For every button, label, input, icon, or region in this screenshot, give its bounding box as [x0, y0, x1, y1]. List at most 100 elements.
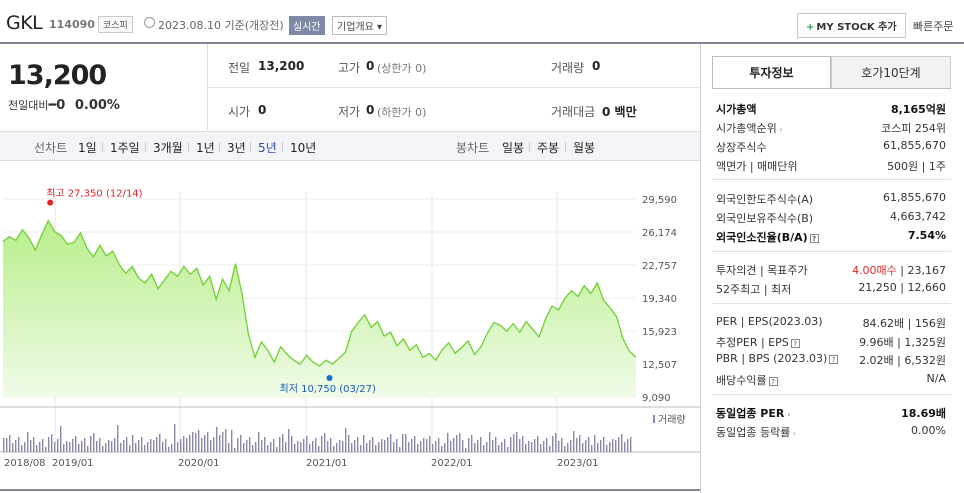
price-chart[interactable]: 29,590 26,174 22,757 19,340 15,923 12,507 9,09… — [0, 162, 700, 489]
chevron-right-icon[interactable]: › — [776, 125, 783, 134]
volume-bar — [468, 438, 470, 452]
volume-bar — [252, 445, 254, 452]
candle-monthly[interactable]: 월봉 — [573, 141, 596, 155]
chevron-right-icon[interactable]: › — [784, 410, 791, 419]
info-label: 외국인한도주식수(A) — [716, 193, 814, 206]
info-row-52week: 52주최고 | 최저 21,250 | 12,660 — [716, 279, 946, 297]
volume-bar — [42, 439, 44, 452]
volume-bar — [378, 442, 380, 452]
help-icon[interactable]: ? — [829, 354, 839, 364]
prev-close-label: 전일 — [228, 61, 251, 75]
volume-bar — [543, 441, 545, 452]
tab-order-book[interactable]: 호가10단계 — [831, 56, 951, 89]
volume-bar — [414, 436, 416, 452]
period-5y[interactable]: 5년 — [258, 141, 277, 155]
info-row-par-value: 액면가 | 매매단위 500원 | 1주 — [716, 156, 946, 174]
candle-daily[interactable]: 일봉 — [502, 141, 525, 155]
volume-bar — [537, 436, 539, 452]
volume-bar — [96, 441, 98, 452]
info-row-per: PER | EPS(2023.03) 84.62배 | 156원 — [716, 313, 946, 331]
volume-bar — [561, 438, 563, 452]
volume-bar — [135, 443, 137, 452]
volume-bar — [87, 446, 89, 452]
info-label: 외국인소진율(B/A) — [716, 231, 808, 244]
info-row-foreign-ratio: 외국인소진율(B/A)? 7.54% — [716, 227, 946, 245]
help-icon[interactable]: ? — [809, 233, 819, 243]
chevron-right-icon[interactable]: › — [790, 429, 797, 438]
tab-investment-info[interactable]: 투자정보 — [712, 56, 831, 89]
volume-bar — [105, 443, 107, 452]
volume-bar — [456, 435, 458, 452]
volume-bar — [150, 439, 152, 452]
volume-bar — [447, 433, 449, 452]
help-icon[interactable]: ? — [768, 376, 778, 386]
info-value: 7.54% — [907, 229, 946, 242]
volume-bar — [486, 442, 488, 452]
volume-bar — [324, 433, 326, 452]
volume-bar — [579, 435, 581, 452]
volume-bar — [591, 445, 593, 452]
volume-bar — [192, 432, 194, 452]
volume-bar — [528, 441, 530, 452]
volume-bar — [438, 438, 440, 452]
volume-bar — [144, 445, 146, 452]
volume-bar — [234, 448, 236, 452]
volume-bar — [510, 437, 512, 452]
volume-bar — [258, 432, 260, 452]
open-label: 시가 — [228, 105, 251, 119]
volume-bar — [630, 437, 632, 452]
volume-legend-swatch — [653, 415, 655, 423]
volume-bar — [549, 446, 551, 452]
volume-label: 거래량 — [551, 61, 585, 75]
volume-bar — [147, 442, 149, 452]
period-1w[interactable]: 1주일 — [110, 141, 140, 155]
volume-bar — [483, 445, 485, 452]
info-row-shares: 상장주식수 61,855,670 — [716, 137, 946, 155]
stock-code: 114090 — [49, 18, 95, 31]
realtime-button[interactable]: 실시간 — [289, 16, 325, 35]
y-tick-label: 19,340 — [642, 294, 677, 305]
x-tick-label: 2020/01 — [178, 458, 220, 469]
volume-bar — [30, 440, 32, 452]
period-3m[interactable]: 3개월 — [153, 141, 183, 155]
amount-value: 0 백만 — [602, 105, 637, 119]
volume-bar — [84, 438, 86, 452]
divider — [207, 87, 700, 88]
period-1y[interactable]: 1년 — [196, 141, 215, 155]
volume-bar — [618, 437, 620, 452]
add-my-stock-button[interactable]: + MY STOCK 추가 — [797, 13, 906, 38]
divider — [712, 88, 951, 89]
candle-weekly[interactable]: 주봉 — [537, 141, 560, 155]
volume-bar — [531, 442, 533, 452]
volume-bar — [141, 437, 143, 452]
low-label: 최저 10,750 (03/27) — [280, 383, 376, 395]
volume-bar — [390, 434, 392, 452]
volume-bar — [405, 434, 407, 452]
volume-bar — [81, 441, 83, 452]
period-3y[interactable]: 3년 — [227, 141, 246, 155]
volume-bar — [513, 434, 515, 452]
volume-bar — [318, 446, 320, 452]
volume-bar — [525, 444, 527, 452]
volume-bar — [315, 438, 317, 452]
investment-info-panel — [700, 44, 964, 493]
info-label: 상장주식수 — [716, 141, 767, 154]
volume-bar — [498, 445, 500, 452]
info-label: 시가총액 — [716, 103, 757, 116]
volume-bar — [606, 445, 608, 452]
volume-bar — [249, 437, 251, 452]
company-overview-dropdown[interactable]: 기업개요 ▾ — [332, 16, 387, 35]
volume-bar — [348, 435, 350, 452]
volume-bar — [171, 444, 173, 452]
period-10y[interactable]: 10년 — [290, 141, 317, 155]
volume-bar — [213, 437, 215, 452]
volume-bar — [201, 438, 203, 452]
volume-bar — [603, 437, 605, 452]
volume-bar — [153, 440, 155, 452]
volume-bar — [273, 439, 275, 452]
info-row-est-per: 추정PER | EPS? 9.96배 | 1,325원 — [716, 332, 946, 350]
quick-order-link[interactable]: 빠른주문 — [913, 20, 954, 33]
period-1d[interactable]: 1일 — [78, 141, 97, 155]
help-icon[interactable]: ? — [790, 338, 800, 348]
volume-bar — [261, 440, 263, 452]
